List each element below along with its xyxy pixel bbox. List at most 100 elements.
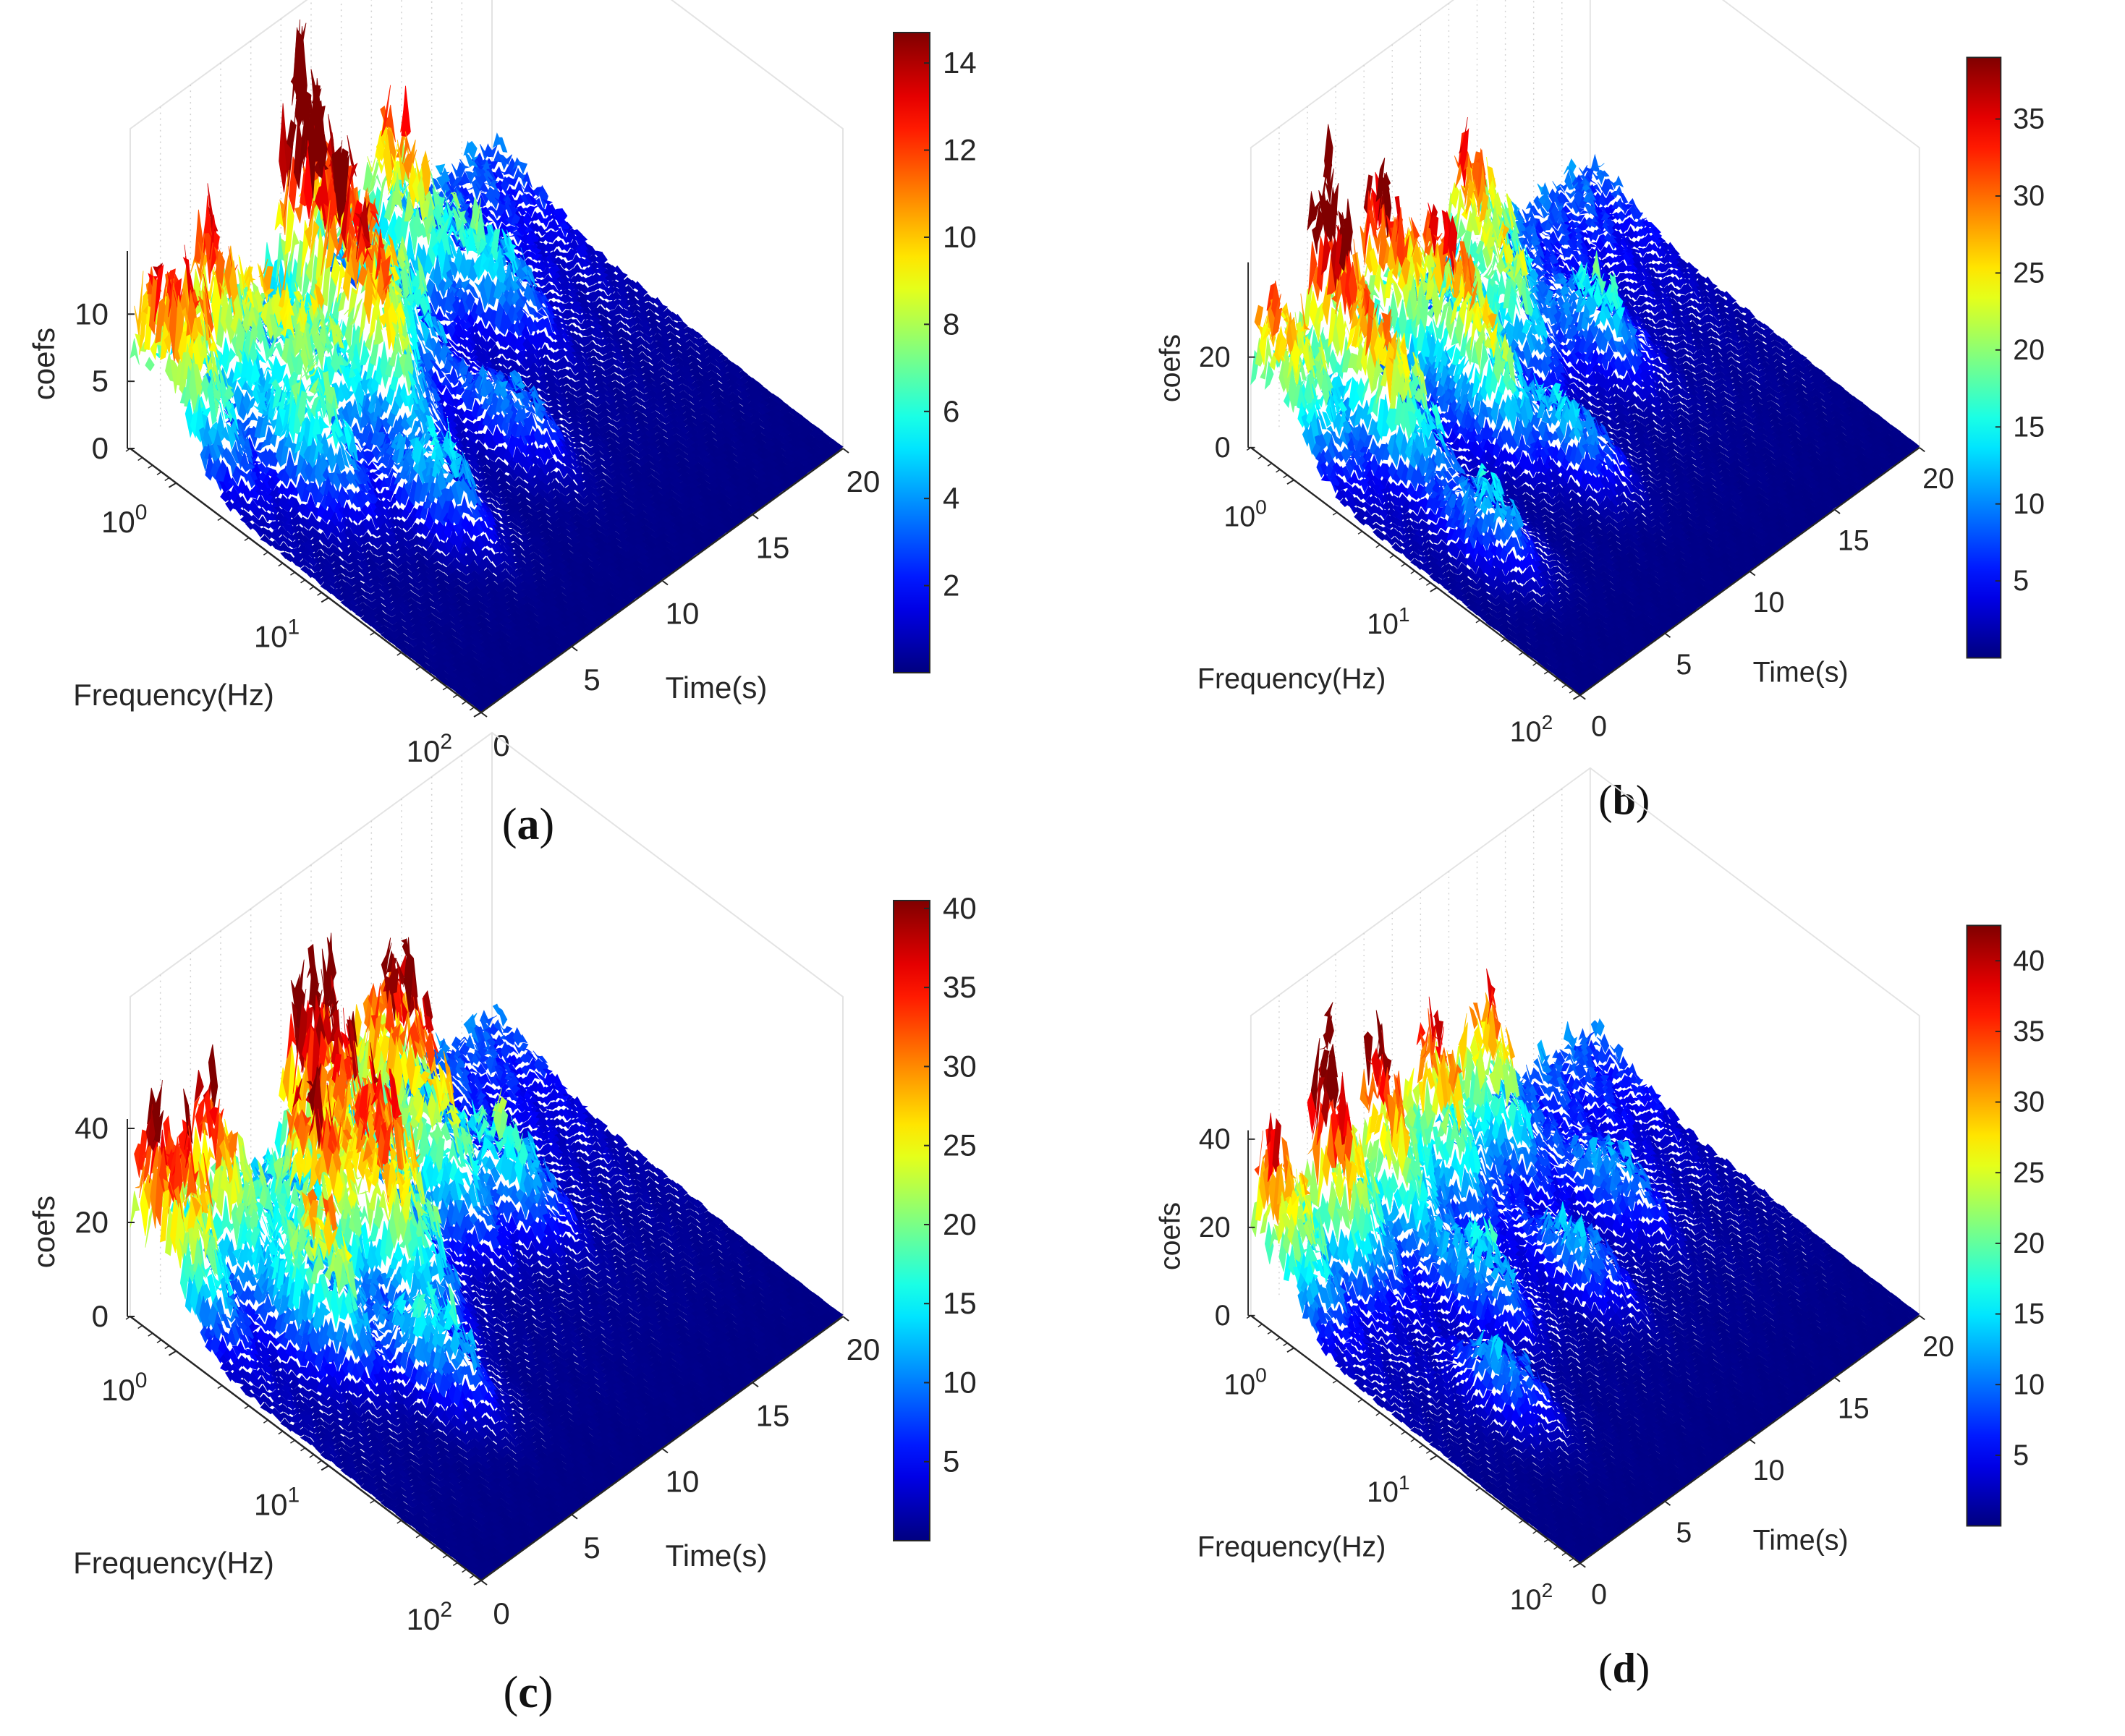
time-tick: [842, 448, 849, 454]
panel-caption: (c): [504, 1668, 553, 1717]
z-tick-label: 10: [75, 297, 109, 331]
front-axes: 0 5 10 15 20 100 101 102 0 20 40: [1199, 1123, 1954, 1616]
time-tick-label: 20: [1922, 463, 1954, 495]
freq-minor-tick: [156, 471, 162, 476]
time-tick-label: 0: [1591, 1578, 1607, 1610]
freq-minor-tick: [1553, 1546, 1558, 1550]
panel-caption: (a): [502, 800, 554, 849]
freq-minor-tick: [137, 1324, 143, 1329]
colorbar-tick-label: 25: [943, 1128, 977, 1162]
freq-minor-tick: [396, 1520, 402, 1524]
colorbar-tick-label: 15: [2013, 411, 2045, 443]
colorbar-tick-label: 14: [943, 46, 977, 80]
freq-minor-tick: [317, 592, 322, 596]
time-axis-label: Time(s): [666, 671, 768, 705]
freq-minor-tick: [317, 1460, 322, 1464]
time-tick-label: 10: [666, 597, 700, 631]
freq-axis-label: Frequency(Hz): [73, 678, 274, 712]
freq-minor-tick: [148, 1332, 153, 1337]
freq-minor-tick: [1357, 530, 1363, 535]
surface: [1250, 969, 1920, 1562]
freq-minor-tick: [148, 464, 153, 469]
panel-d: 0 5 10 15 20 100 101 102 0 20 40 coefs Frequency(Hz)…: [1129, 767, 2125, 1736]
colorbar: 2 4 6 8 10 12 14: [893, 32, 977, 673]
freq-tick-label: 101: [1367, 603, 1409, 640]
colorbar-tick-label: 12: [943, 133, 977, 167]
colorbar-tick-label: 35: [2013, 1016, 2045, 1047]
freq-minor-tick: [1501, 1506, 1506, 1510]
time-tick: [571, 645, 578, 652]
freq-minor-tick: [442, 1554, 448, 1559]
freq-minor-tick: [1561, 1552, 1567, 1557]
freq-minor-tick: [309, 1454, 315, 1458]
freq-minor-tick: [278, 563, 284, 567]
freq-tick-label: 100: [1223, 495, 1266, 532]
freq-minor-tick: [415, 1534, 421, 1539]
panel-a: 0 5 10 15 20 100 101 102 0 5 10 coefs Frequency(Hz) T…: [0, 0, 1062, 868]
freq-minor-tick: [1543, 1539, 1549, 1543]
freq-minor-tick: [1283, 475, 1288, 479]
time-tick-label: 0: [1591, 710, 1607, 742]
freq-tick-label: 101: [254, 1483, 300, 1521]
z-tick-label: 0: [92, 1299, 109, 1333]
colorbar-tick-label: 4: [943, 481, 959, 515]
z-tick-label: 0: [1215, 432, 1231, 464]
colorbar-tick-label: 10: [943, 1365, 977, 1399]
freq-minor-tick: [396, 652, 402, 656]
time-tick: [1579, 1562, 1586, 1568]
freq-minor-tick: [452, 694, 458, 699]
freq-minor-tick: [1418, 576, 1424, 581]
colorbar-tick-label: 30: [943, 1049, 977, 1083]
freq-minor-tick: [469, 707, 475, 711]
freq-tick-label: 101: [254, 615, 300, 653]
colorbar-tick-label: 15: [2013, 1298, 2045, 1330]
freq-minor-tick: [1267, 1330, 1273, 1335]
colorbar-tick-label: 2: [943, 569, 959, 603]
colorbar-tick-label: 15: [943, 1286, 977, 1320]
colorbar-gradient: [1966, 56, 2002, 659]
freq-minor-tick: [1357, 1398, 1363, 1403]
freq-axis-label: Frequency(Hz): [73, 1546, 274, 1580]
freq-tick: [1572, 694, 1581, 700]
freq-tick-label: 100: [101, 1369, 147, 1407]
time-tick-label: 15: [1838, 1393, 1870, 1425]
back-wall-grid: [130, 0, 844, 448]
time-tick-label: 5: [583, 1531, 600, 1565]
colorbar-gradient: [893, 32, 930, 673]
time-tick-label: 5: [1676, 649, 1692, 681]
time-tick: [752, 1382, 759, 1388]
colorbar: 5 10 15 20 25 30 35 40: [1966, 924, 2045, 1527]
time-tick: [752, 514, 759, 520]
freq-minor-tick: [156, 1339, 162, 1344]
freq-axis-label: Frequency(Hz): [1197, 1531, 1386, 1563]
freq-minor-tick: [415, 666, 421, 671]
time-tick-label: 15: [1838, 525, 1870, 557]
colorbar-tick-label: 25: [2013, 258, 2045, 289]
freq-minor-tick: [1532, 662, 1537, 666]
time-tick: [1579, 694, 1586, 700]
z-tick-label: 20: [1199, 1212, 1231, 1243]
freq-minor-tick: [1257, 455, 1263, 459]
z-tick-label: 0: [92, 431, 109, 465]
freq-minor-tick: [1332, 1379, 1338, 1384]
colorbar-tick-label: 5: [943, 1444, 959, 1478]
freq-minor-tick: [469, 1575, 475, 1579]
freq-tick: [168, 482, 177, 488]
freq-minor-tick: [1267, 462, 1273, 467]
colorbar-tick-label: 20: [2013, 1227, 2045, 1259]
time-tick-label: 15: [756, 530, 790, 564]
z-axis-label: coefs: [1154, 1202, 1186, 1270]
freq-minor-tick: [1410, 1438, 1415, 1442]
freq-tick-label: 102: [1510, 711, 1553, 748]
time-tick: [1833, 1377, 1841, 1382]
colorbar-tick-label: 6: [943, 394, 959, 428]
colorbar-tick-label: 35: [943, 970, 977, 1004]
colorbar-tick-label: 35: [2013, 103, 2045, 135]
freq-minor-tick: [1389, 554, 1394, 558]
freq-minor-tick: [462, 701, 467, 705]
z-axis-label: coefs: [1154, 334, 1186, 402]
freq-tick-label: 102: [407, 1598, 452, 1636]
